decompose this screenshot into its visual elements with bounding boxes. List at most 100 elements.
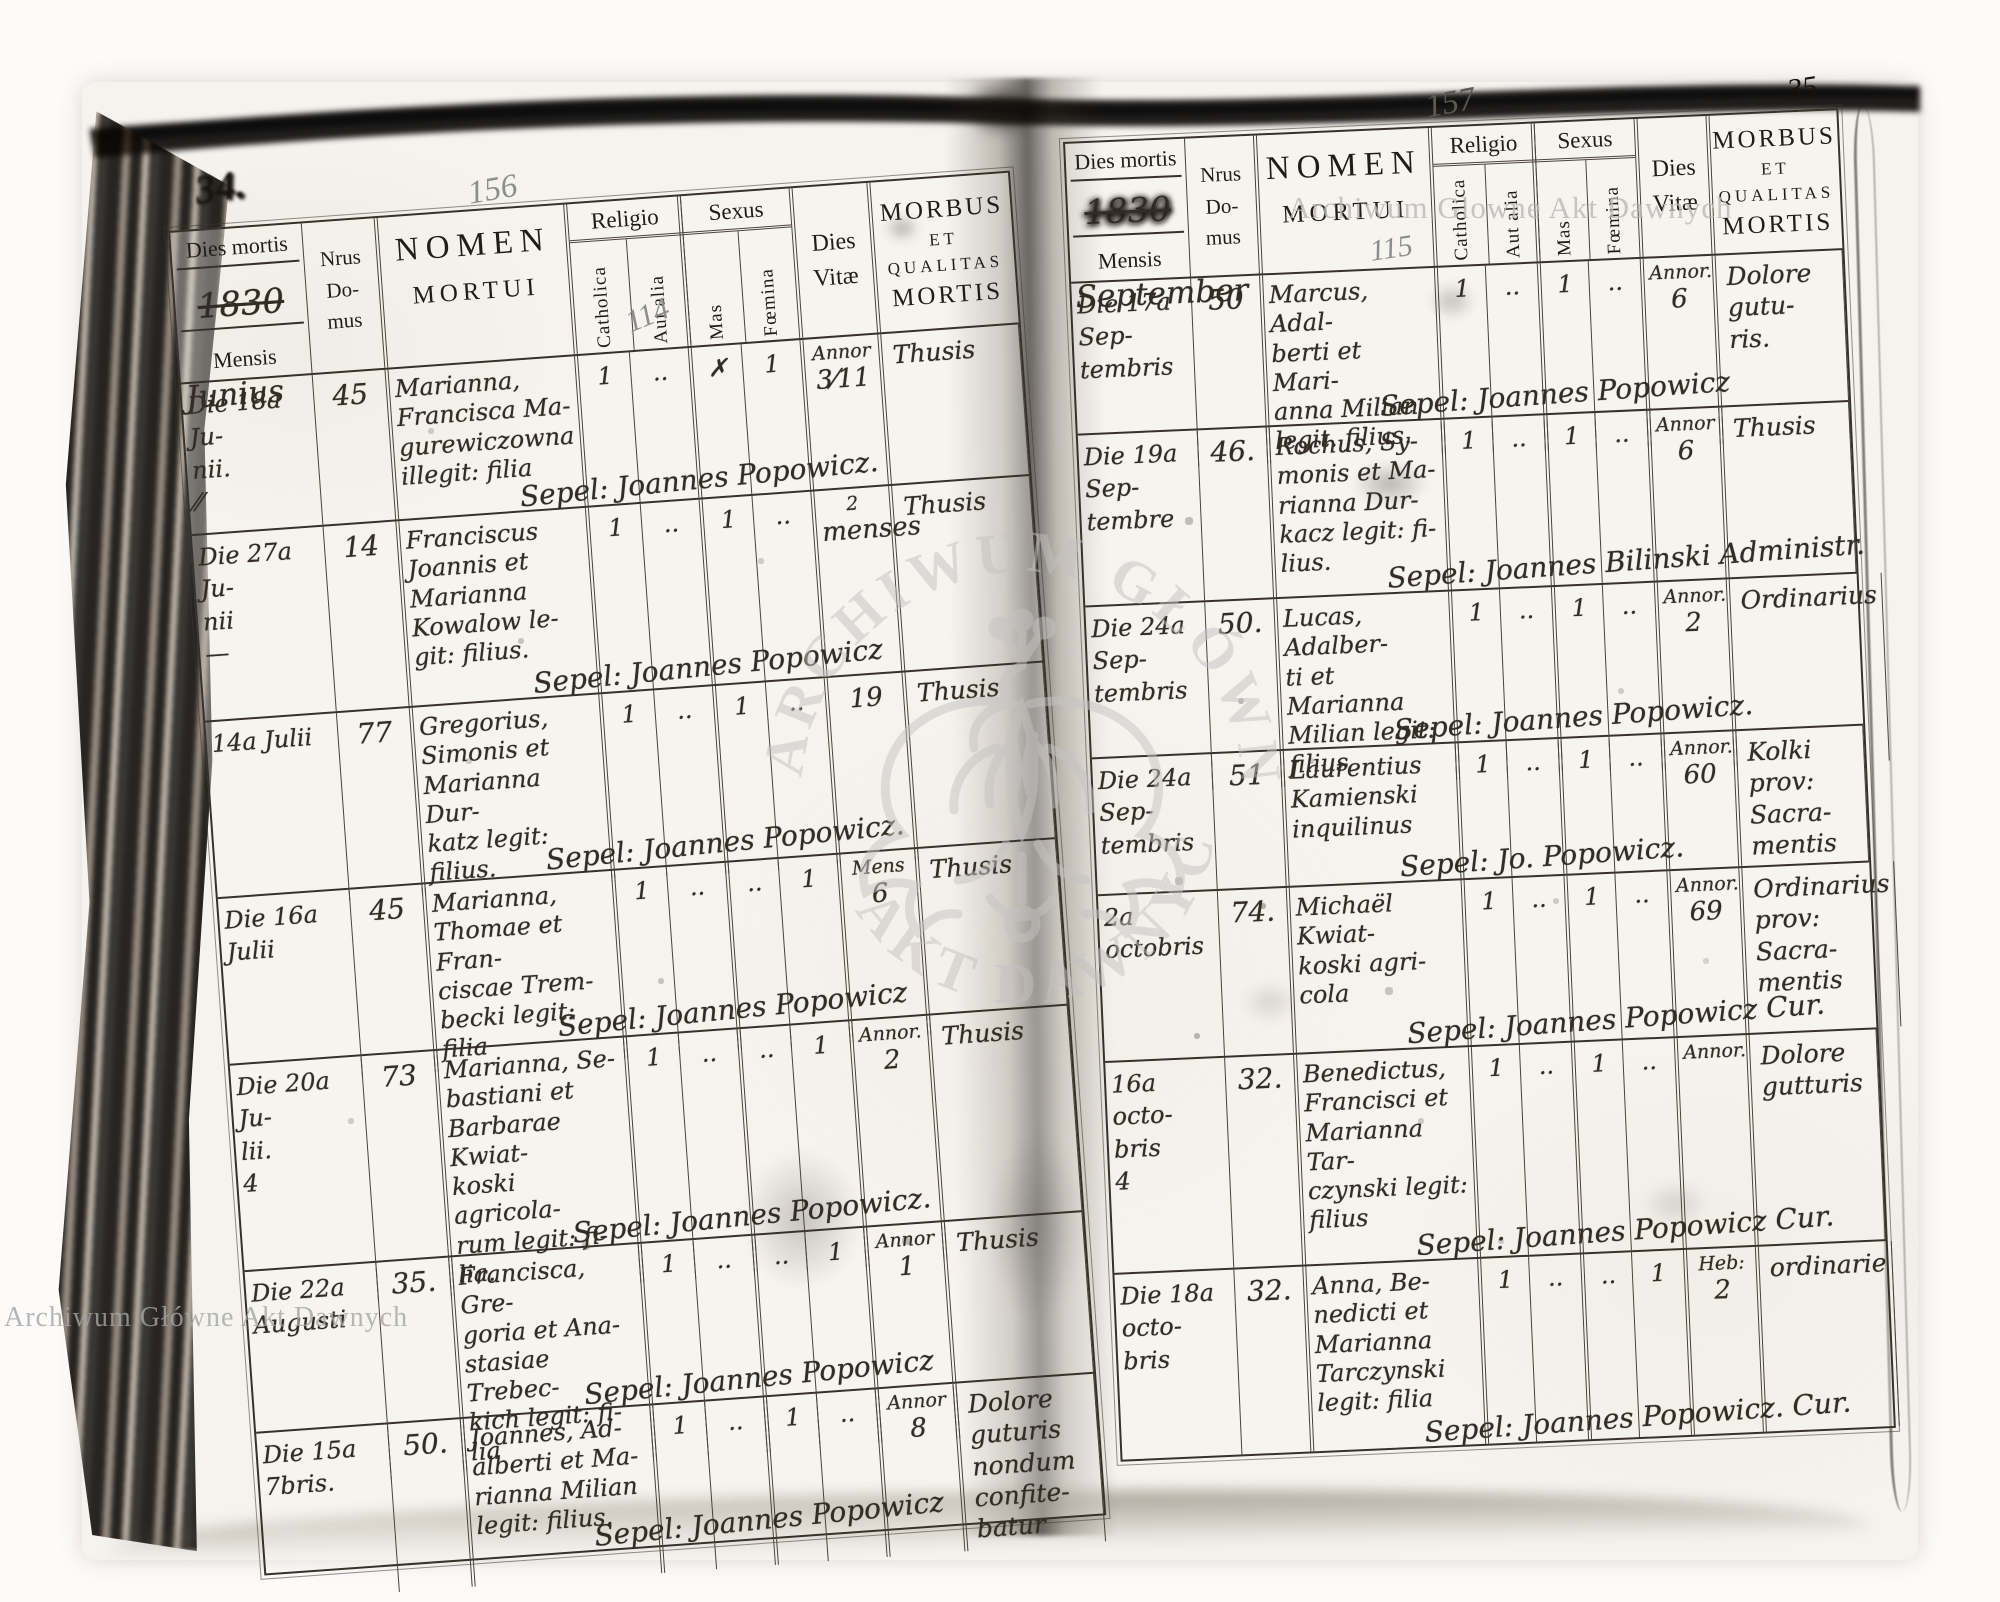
death-date-cell: Die 27a Ju- nii — [191, 526, 337, 721]
year-value: 1830 [1071, 188, 1185, 238]
vitae-unit: Annor. [1662, 583, 1727, 609]
ink-blot [884, 214, 920, 242]
deceased-name-cell: Joannes, Ad- alberti et Ma- rianna Milia… [463, 1405, 666, 1587]
house-number-cell: 32. [1234, 1266, 1315, 1455]
nrus-line3: mus [1205, 224, 1242, 250]
vitae-unit: Annor [874, 1226, 936, 1253]
religio-label: Religio [1431, 123, 1536, 167]
house-number-cell: 46. [1197, 427, 1278, 601]
vitae-value: 8 [909, 1412, 928, 1444]
register-row: Die 18a octo- bris 32. Anna, Be- nedicti… [1114, 1240, 1900, 1460]
catholica-label: Catholica [588, 265, 616, 349]
register-row: 2a octobris 74. Michaël Kwiat- koski agr… [1097, 861, 1902, 1064]
dies-label: Dies [810, 227, 857, 257]
dies-label: Dies [1651, 154, 1697, 183]
header-nrus-domus: Nrus Do- mus [301, 217, 389, 374]
ink-blot [988, 1130, 1084, 1320]
house-number-cell: 50. [387, 1418, 476, 1593]
ink-blot [742, 1150, 862, 1290]
vitae-unit: Annor. [1675, 872, 1740, 897]
mensis-label: Mensis [212, 343, 278, 374]
header-morbus: MORBUS ET QUALITAS MORTIS [870, 173, 1018, 332]
nrus-line2: Do- [325, 276, 360, 303]
header-dies-mortis: Dies mortis 1830 Mensis Junius [170, 223, 313, 416]
left-folio-scribble: 34. [192, 160, 248, 213]
morbus-line1: MORBUS [878, 191, 1005, 228]
mas-subcol: Mas [683, 231, 746, 346]
header-dies-vitae: Dies Vitæ [792, 182, 882, 338]
vitae-unit: Mens [851, 853, 906, 880]
vitae-value: 2 [1713, 1274, 1732, 1306]
vitae-value: 2 [1684, 607, 1703, 639]
vitae-unit: Annor. [858, 1020, 923, 1047]
right-pencil-number: 115 [1367, 228, 1415, 268]
death-date-cell: 16a octo- bris 4 [1105, 1057, 1235, 1273]
morbus-cell: Dolore guturis nondum confite- batur [956, 1373, 1107, 1552]
month-handwritten: Junius [184, 373, 286, 417]
vitae-value: menses [821, 510, 922, 548]
vitae-unit: Annor. [1648, 259, 1713, 285]
register-row: Die 19a Sep- tembre 46. Rochus, Sy- moni… [1077, 401, 1866, 608]
archive-watermark-top: Archiwum Glowne Akt Dawnych [1288, 190, 1733, 225]
nrus-line1: Nrus [1199, 161, 1242, 188]
vitae-unit: Annor [1655, 411, 1716, 437]
header-nrus-domus: Nrus Do- mus [1184, 135, 1263, 277]
dies-mortis-label: Dies mortis [1069, 144, 1182, 182]
right-page-table: 157 115 35 Dies mortis 1830 Mensis Septe… [1058, 70, 1902, 1466]
right-rows: Die 17a Sep- tembris 50 Marcus, Adal- be… [1071, 250, 1902, 1460]
death-date-cell: Die 18a octo- bris [1114, 1269, 1243, 1460]
vitae-unit: Annor. [1669, 735, 1734, 761]
house-number-cell: 74. [1217, 887, 1297, 1056]
vitae-label: Vitæ [812, 262, 860, 292]
left-rows: Die 18a Ju- nii. ⁄⁄ 45 Marianna, Francis… [181, 324, 1107, 1602]
nomen-line2: MORTUI [411, 273, 541, 310]
right-corner-number: 35 [1785, 69, 1820, 107]
house-number-cell: 77 [336, 707, 427, 901]
register-row: 16a octo- bris 4 32. Benedictus, Francis… [1105, 1029, 1886, 1275]
nrus-line3: mus [326, 307, 364, 334]
left-page-number: 156 [465, 167, 521, 212]
vitae-unit: Annor [886, 1388, 947, 1415]
vitae-value: 69 [1688, 895, 1724, 928]
vitae-value: 6 [870, 878, 890, 910]
nomen-line1: NOMEN [393, 221, 552, 269]
nrus-line2: Do- [1205, 192, 1239, 219]
ink-blot [962, 80, 1040, 138]
vitae-value: 2 [882, 1044, 902, 1076]
month-handwritten: September [1075, 272, 1250, 316]
death-date-cell: 2a octobris [1097, 890, 1226, 1062]
sexus-label: Sexus [1534, 119, 1636, 163]
death-date-cell: Die 24a Sep- tembris [1091, 754, 1218, 897]
mas-label: Mas [704, 303, 728, 341]
paper-specks [0, 0, 2, 2]
ink-blot [1352, 462, 1428, 506]
ink-blot [1240, 980, 1300, 1024]
foemina-subcol: Fœmina [738, 227, 799, 342]
header-sexus-group: Sexus Mas Fœmina [676, 188, 804, 347]
morbus-line4: MORTIS [1721, 208, 1834, 241]
nrus-line1: Nrus [319, 244, 362, 272]
dies-vitae-cell: Annor 8 [878, 1383, 969, 1557]
header-dies-mortis: Dies mortis 1830 Mensis September [1065, 138, 1249, 316]
vitae-value: 6 [1670, 283, 1689, 315]
year-value: 1830 [178, 279, 304, 333]
vitae-unit: Annor. [1682, 1039, 1747, 1064]
morbus-line4: MORTIS [891, 277, 1004, 313]
death-date-cell: 14a Julii [205, 713, 351, 910]
nomen-line1: NOMEN [1265, 144, 1423, 188]
house-number-cell: 51 [1211, 750, 1290, 891]
vitae-value: 3⁄11 [815, 362, 872, 396]
left-page-table: 34. 156 1 14 Dies mortis 1830 Mensis Juni… [163, 161, 1111, 1602]
ink-blot [1640, 1180, 1710, 1228]
house-number-cell: 45 [312, 369, 400, 525]
mensis-label: Mensis [1097, 245, 1162, 274]
vitae-unit: Annor [811, 339, 872, 366]
house-number-cell: 14 [323, 521, 413, 712]
house-number-cell: 45 [349, 884, 439, 1077]
catholica-subcol: Catholica [569, 239, 635, 355]
header-morbus: MORBUS ET QUALITAS MORTIS [1709, 110, 1842, 253]
house-number-cell: 32. [1225, 1054, 1307, 1268]
morbus-line1: MORBUS [1711, 122, 1837, 155]
ink-blot [1428, 282, 1476, 320]
